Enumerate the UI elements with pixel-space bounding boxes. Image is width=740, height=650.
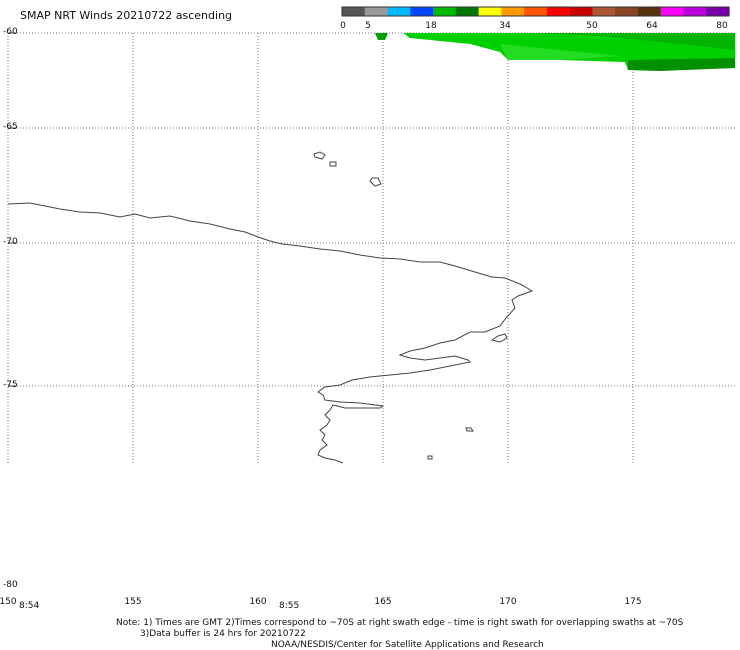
- map-title: SMAP NRT Winds 20210722 ascending: [20, 9, 233, 22]
- lat-label-75: -75: [3, 380, 18, 390]
- island-1: [313, 151, 326, 160]
- island-3: [369, 177, 382, 187]
- colorbar-segment: [683, 7, 707, 16]
- lat-label-80: -80: [3, 580, 18, 590]
- swath-main-dark: [628, 58, 735, 71]
- colorbar-segment: [637, 7, 662, 16]
- swath-main-light2: [500, 44, 620, 60]
- swath-small: [375, 33, 388, 40]
- island-5: [427, 455, 433, 460]
- island-4: [465, 427, 474, 432]
- colorbar-tick-80: 80: [716, 21, 728, 31]
- note-line-2: 3)Data buffer is 24 hrs for 20210722: [140, 629, 306, 639]
- coastline-main: [7, 202, 534, 464]
- swath-main-mid: [520, 33, 735, 50]
- coastline-inner-edge: [490, 333, 508, 343]
- graticule: [7, 32, 735, 465]
- colorbar-segment: [410, 7, 434, 16]
- lon-label-160: 160: [249, 597, 267, 607]
- lon-label-165: 165: [374, 597, 392, 607]
- lon-label-155: 155: [124, 597, 142, 607]
- colorbar-segment: [706, 7, 730, 16]
- colorbar-tick-18: 18: [425, 21, 437, 31]
- lon-label-170: 170: [499, 597, 517, 607]
- note-line-3: NOAA/NESDIS/Center for Satellite Applica…: [271, 640, 544, 650]
- colorbar-segment: [455, 7, 480, 16]
- wind-speed-colorbar: [341, 6, 730, 17]
- lon-label-150: 150: [0, 597, 17, 607]
- colorbar-segment: [524, 7, 548, 16]
- colorbar-segment: [387, 7, 411, 16]
- colorbar-segment: [342, 7, 366, 16]
- colorbar-tick-5: 5: [365, 21, 371, 31]
- colorbar-segment: [501, 7, 525, 16]
- swath-time-1: 8:54: [19, 601, 40, 611]
- colorbar-segment: [569, 7, 594, 16]
- colorbar-segment: [660, 7, 685, 16]
- colorbar-segment: [364, 7, 389, 16]
- colorbar-tick-50: 50: [586, 21, 598, 31]
- colorbar-border: [341, 6, 730, 17]
- lat-label-60: -60: [3, 27, 18, 37]
- swath-time-2: 8:55: [279, 601, 300, 611]
- coastline: [7, 151, 534, 464]
- note-line-1: Note: 1) Times are GMT 2)Times correspon…: [116, 618, 684, 628]
- lat-label-65: -65: [3, 122, 18, 132]
- lat-label-70: -70: [3, 237, 18, 247]
- colorbar-tick-34: 34: [499, 21, 511, 31]
- colorbar-segment: [433, 7, 457, 16]
- colorbar-tick-0: 0: [340, 21, 346, 31]
- colorbar-segment: [546, 7, 571, 16]
- colorbar-segment: [478, 7, 502, 16]
- lon-label-175: 175: [624, 597, 642, 607]
- wind-swath: [375, 33, 735, 71]
- lat-ticks: [8, 32, 16, 387]
- colorbar-tick-64: 64: [646, 21, 658, 31]
- island-2: [329, 161, 337, 167]
- colorbar-segment: [592, 7, 616, 16]
- colorbar-segment: [615, 7, 639, 16]
